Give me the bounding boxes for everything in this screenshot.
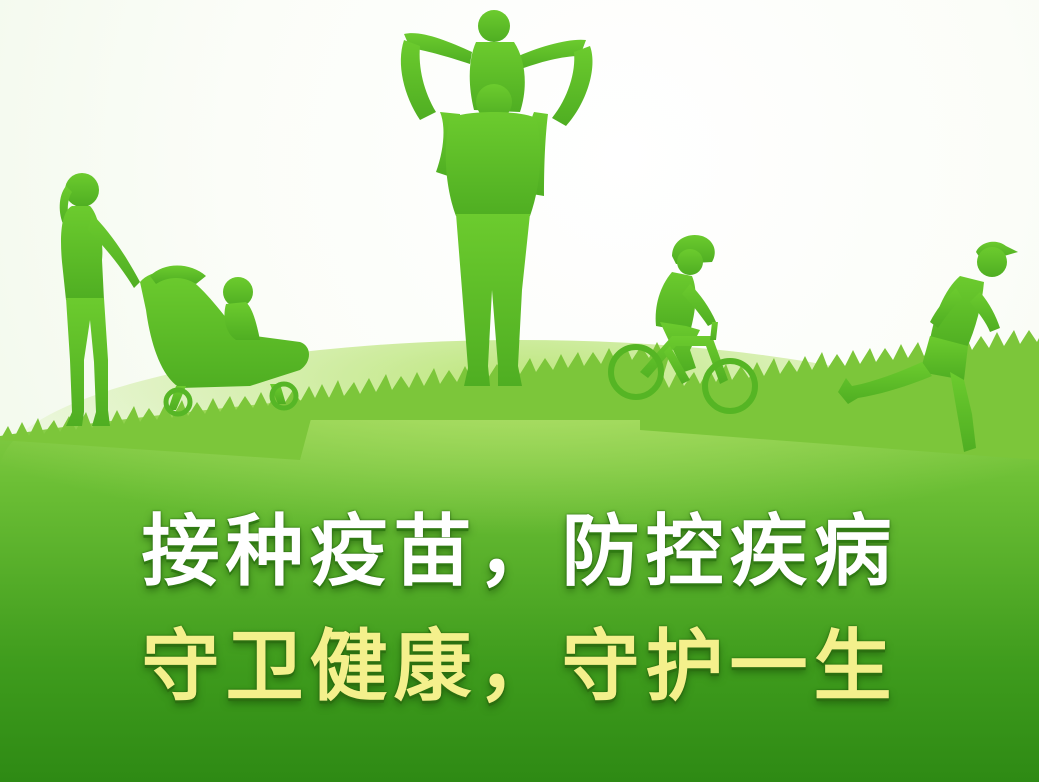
child-on-bicycle-silhouette bbox=[608, 234, 758, 414]
slogan-line-2: 守卫健康，守护一生 bbox=[141, 622, 898, 712]
grass-hill bbox=[0, 330, 1039, 782]
running-man-silhouette bbox=[838, 241, 1018, 452]
father-carrying-child-silhouette bbox=[400, 10, 593, 386]
slogan-line-1: 接种疫苗，防控疾病 bbox=[141, 507, 898, 597]
woman-with-stroller-silhouette bbox=[59, 173, 309, 426]
